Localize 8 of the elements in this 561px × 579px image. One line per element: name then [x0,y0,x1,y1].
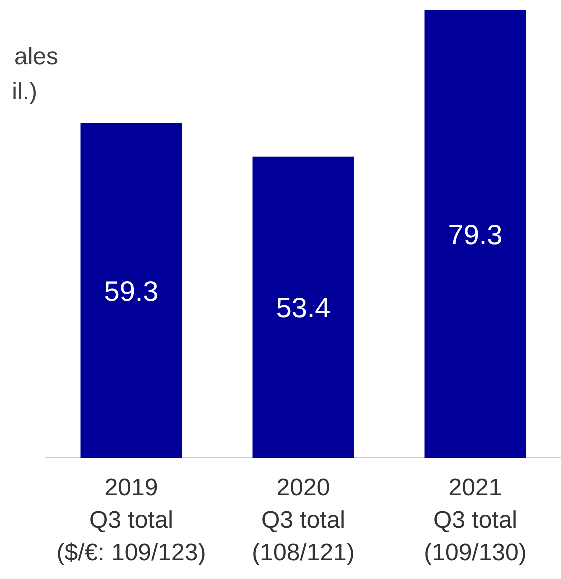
text: il.) [12,78,38,106]
data-label: 79.3 [448,220,503,250]
annotation: ales [14,44,59,70]
x-tick-label: 2019 Q3 total ($/€: 109/123) [56,474,206,566]
x-tick-label: 2021 Q3 total (109/130) [424,474,527,566]
x-tick-label: 2020 Q3 total (108/121) [252,474,355,566]
data-label: 59.3 [104,276,159,307]
data-label: 53.4 [276,292,331,324]
